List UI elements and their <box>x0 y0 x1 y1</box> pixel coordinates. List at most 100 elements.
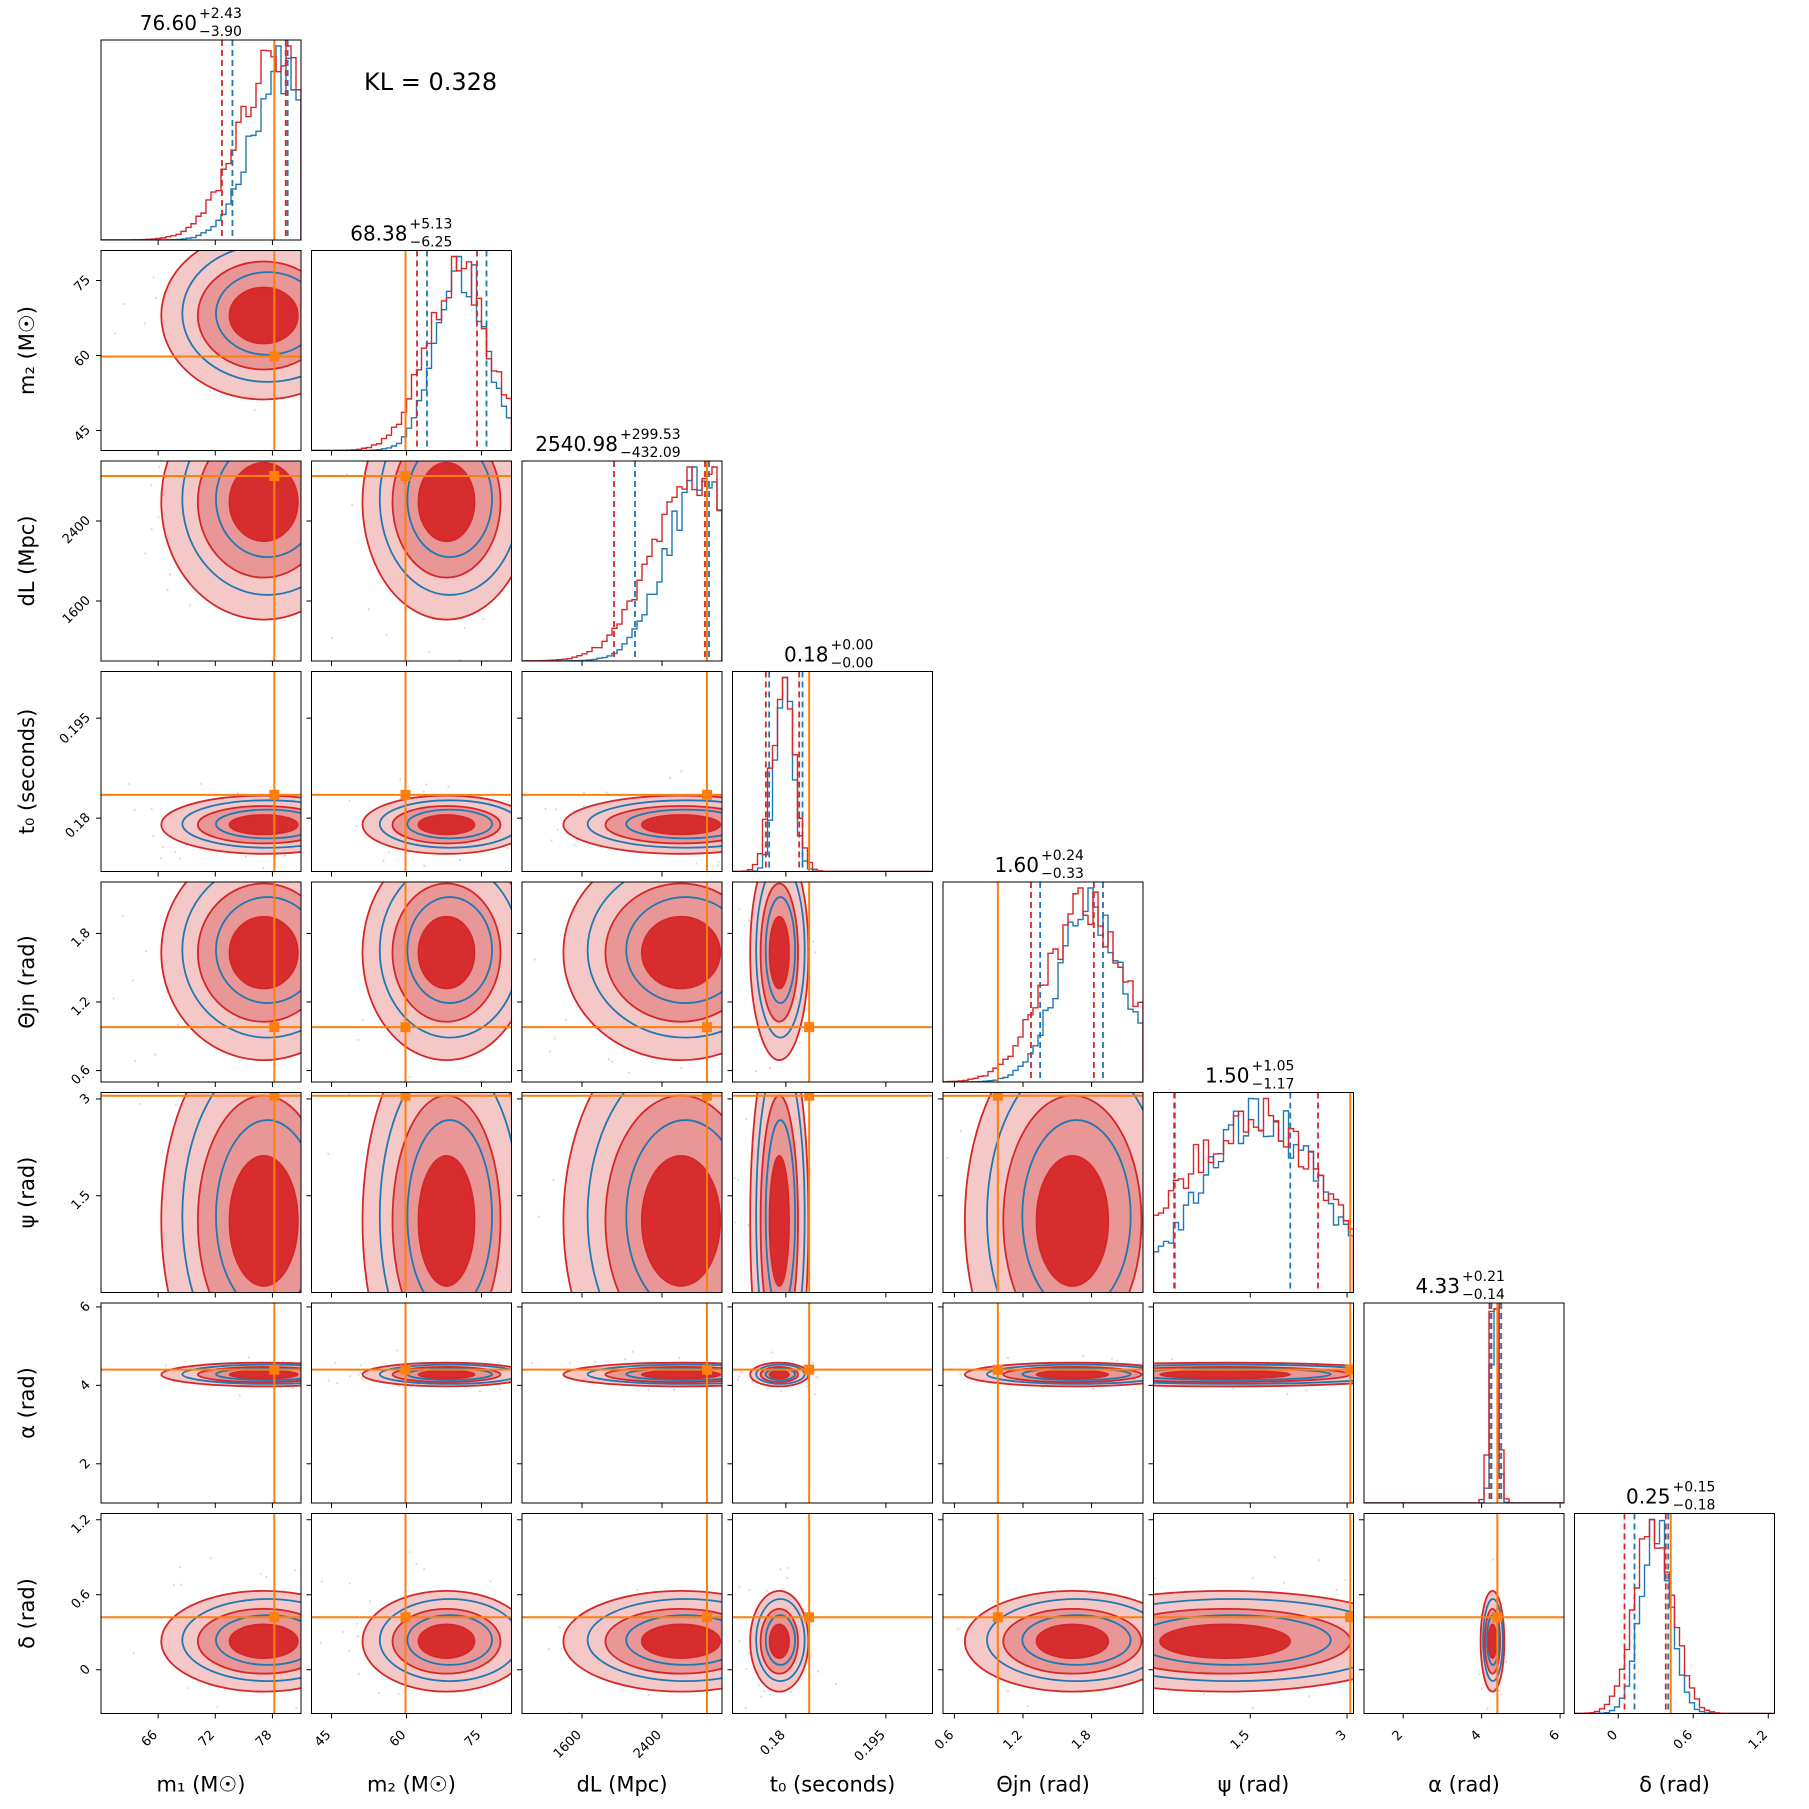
sample-point <box>381 877 383 879</box>
sample-point <box>356 1383 358 1385</box>
sample-point <box>382 859 385 862</box>
sample-point <box>302 914 304 916</box>
sample-point <box>963 1379 965 1381</box>
sample-point <box>636 1588 639 1592</box>
sample-point <box>164 1364 167 1367</box>
contour-blue-0 <box>181 1092 216 1293</box>
sample-point <box>209 1557 212 1560</box>
sample-point <box>1077 1395 1079 1397</box>
injection-marker <box>269 351 280 362</box>
sample-point <box>1083 1521 1085 1523</box>
sample-point <box>154 879 156 881</box>
sample-point <box>1491 1558 1495 1561</box>
scatter-panel-m2-psi <box>306 972 536 1327</box>
sample-point <box>208 390 211 393</box>
injection-marker <box>1345 1364 1354 1375</box>
y-tick-label: 4 <box>77 1378 93 1394</box>
contour-red-2 <box>768 1369 790 1380</box>
contour-blue-1 <box>215 1614 301 1666</box>
sample-point <box>729 1380 731 1382</box>
contour-blue-1 <box>215 896 301 1004</box>
y-tick-label: 60 <box>72 348 94 370</box>
scatter-panel-dL-t0 <box>517 671 745 877</box>
sample-point <box>235 244 237 246</box>
sample-point <box>531 1386 533 1388</box>
contour-red-2 <box>640 1154 722 1287</box>
sample-point <box>1082 1354 1085 1358</box>
sample-point <box>736 769 738 771</box>
scatter-panel-m1-dL: 1600 2400 <box>60 407 302 666</box>
scatter-panel-psi-alpha <box>963 1302 1354 1508</box>
panel-frame <box>100 39 302 241</box>
hist-panel-dL: 2540.98 +299.53 −432.09 <box>521 427 723 666</box>
sample-point <box>307 869 309 871</box>
contour-blue-1 <box>625 896 722 1004</box>
sample-point <box>647 1388 650 1391</box>
sample-point <box>150 483 153 487</box>
sample-point <box>507 800 510 803</box>
panel-frame <box>1363 1513 1565 1714</box>
panel-frame <box>311 671 512 872</box>
sample-point <box>150 1426 152 1428</box>
sample-point <box>527 552 529 554</box>
hist-title-t0: 0.18 +0.00 −0.00 <box>784 638 873 672</box>
sample-point <box>396 1349 399 1352</box>
sample-point <box>528 805 530 807</box>
sample-point <box>769 1314 771 1316</box>
sample-point <box>300 453 302 455</box>
sample-point <box>362 1049 364 1051</box>
sample-point <box>787 1566 790 1569</box>
sample-point <box>319 256 321 258</box>
sample-point <box>371 1325 373 1327</box>
sample-point <box>1360 1674 1362 1676</box>
sample-point <box>66 852 68 854</box>
injection-marker <box>1345 1612 1354 1623</box>
sample-point <box>813 1393 817 1396</box>
sample-point <box>179 1566 182 1569</box>
sample-point <box>236 792 240 795</box>
sample-point <box>762 1356 764 1358</box>
sample-point <box>307 1012 309 1014</box>
sample-point <box>1387 1669 1389 1671</box>
contour-blue-1 <box>215 271 301 356</box>
y-axis-label-alpha: α (rad) <box>15 1367 39 1439</box>
x-tick-label: 60 <box>387 1728 409 1750</box>
sample-point <box>342 987 344 989</box>
sample-point <box>736 957 738 959</box>
sample-point <box>337 374 339 376</box>
sample-point <box>244 855 248 858</box>
sample-point <box>1006 1356 1010 1359</box>
sample-point <box>755 1697 757 1699</box>
title-value: 68.38 <box>350 222 407 246</box>
sample-point <box>535 791 537 793</box>
sample-point <box>154 296 157 299</box>
sample-point <box>1203 1692 1206 1696</box>
x-tick-label: 72 <box>196 1728 218 1750</box>
x-tick-label: 1.2 <box>1001 1728 1026 1753</box>
sample-point <box>680 770 683 773</box>
sample-point <box>1110 1357 1113 1360</box>
sample-point <box>779 868 781 870</box>
sample-point <box>594 1360 597 1363</box>
sample-point <box>724 1369 726 1371</box>
contour-blue-1 <box>406 808 493 840</box>
sample-point <box>748 1387 750 1389</box>
sample-point <box>929 1379 931 1381</box>
sample-point <box>112 997 115 1000</box>
injection-marker <box>992 1612 1003 1623</box>
sample-point <box>282 1360 285 1363</box>
sample-point <box>743 820 745 822</box>
sample-point <box>498 1387 502 1390</box>
sample-point <box>1478 1673 1481 1676</box>
sample-point <box>237 407 239 409</box>
sample-point <box>534 972 536 974</box>
sample-point <box>489 1580 492 1583</box>
sample-point <box>834 1682 837 1686</box>
contour-red-2 <box>417 461 476 543</box>
sample-point <box>178 857 182 860</box>
contour-blue-1 <box>764 1367 796 1381</box>
sample-point <box>1074 963 1076 965</box>
sample-point <box>353 1058 355 1060</box>
x-tick-label: 0.6 <box>932 1728 957 1753</box>
